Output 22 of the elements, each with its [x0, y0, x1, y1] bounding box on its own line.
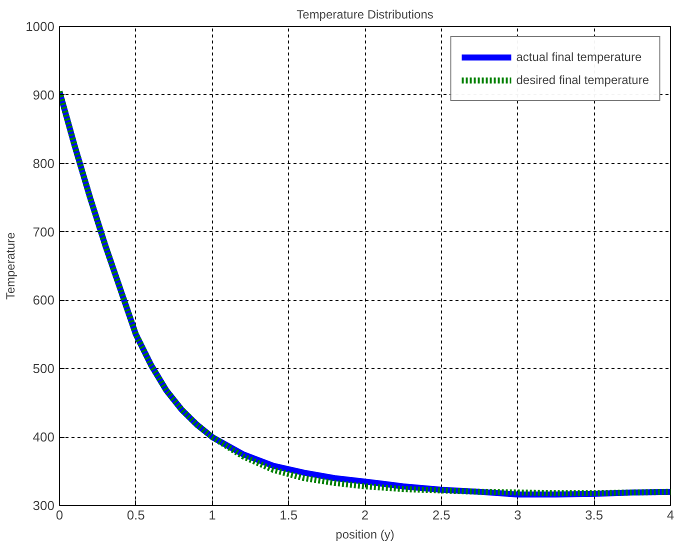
- y-tick-label: 400: [32, 430, 55, 445]
- y-tick-label: 900: [32, 87, 55, 102]
- y-tick-label: 300: [32, 498, 55, 513]
- x-tick-label: 1.5: [280, 508, 298, 522]
- x-tick-label: 0.5: [126, 508, 145, 522]
- y-axis-title: Temperature: [4, 232, 18, 300]
- x-tick-label: 3: [514, 508, 522, 522]
- x-axis-title: position (y): [336, 528, 394, 542]
- chart-title: Temperature Distributions: [296, 8, 434, 22]
- y-tick-label: 800: [32, 156, 55, 171]
- y-tick-label: 500: [32, 361, 55, 376]
- y-tick-label: 1000: [26, 19, 54, 34]
- y-tick-label: 600: [32, 292, 55, 308]
- x-tick-label: 0: [56, 508, 64, 522]
- legend-label: desired final temperature: [516, 73, 649, 87]
- x-tick-label: 2.5: [432, 508, 450, 522]
- x-tick-label: 1: [208, 508, 216, 522]
- x-tick-label: 2: [361, 508, 369, 522]
- y-tick-label: 700: [32, 224, 55, 240]
- x-tick-label: 3.5: [585, 508, 604, 522]
- legend-label: actual final temperature: [516, 50, 642, 64]
- x-tick-label: 4: [666, 508, 674, 522]
